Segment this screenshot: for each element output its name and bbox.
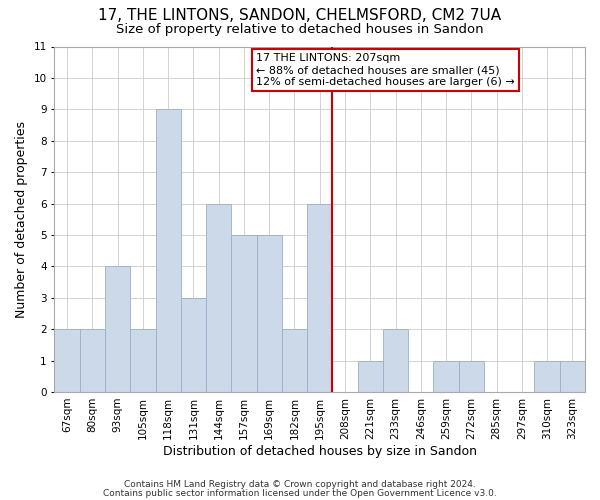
- Text: Size of property relative to detached houses in Sandon: Size of property relative to detached ho…: [116, 22, 484, 36]
- Bar: [206, 204, 231, 392]
- Bar: [257, 235, 282, 392]
- Bar: [231, 235, 257, 392]
- Bar: [181, 298, 206, 392]
- Bar: [80, 329, 105, 392]
- Bar: [535, 360, 560, 392]
- Bar: [358, 360, 383, 392]
- Bar: [55, 329, 80, 392]
- Bar: [383, 329, 408, 392]
- Bar: [130, 329, 155, 392]
- Text: Contains public sector information licensed under the Open Government Licence v3: Contains public sector information licen…: [103, 489, 497, 498]
- Y-axis label: Number of detached properties: Number of detached properties: [15, 120, 28, 318]
- Text: 17, THE LINTONS, SANDON, CHELMSFORD, CM2 7UA: 17, THE LINTONS, SANDON, CHELMSFORD, CM2…: [98, 8, 502, 22]
- Bar: [307, 204, 332, 392]
- Bar: [282, 329, 307, 392]
- Bar: [155, 110, 181, 392]
- Text: 17 THE LINTONS: 207sqm
← 88% of detached houses are smaller (45)
12% of semi-det: 17 THE LINTONS: 207sqm ← 88% of detached…: [256, 54, 515, 86]
- Text: Contains HM Land Registry data © Crown copyright and database right 2024.: Contains HM Land Registry data © Crown c…: [124, 480, 476, 489]
- Bar: [560, 360, 585, 392]
- X-axis label: Distribution of detached houses by size in Sandon: Distribution of detached houses by size …: [163, 444, 477, 458]
- Bar: [433, 360, 458, 392]
- Bar: [458, 360, 484, 392]
- Bar: [105, 266, 130, 392]
